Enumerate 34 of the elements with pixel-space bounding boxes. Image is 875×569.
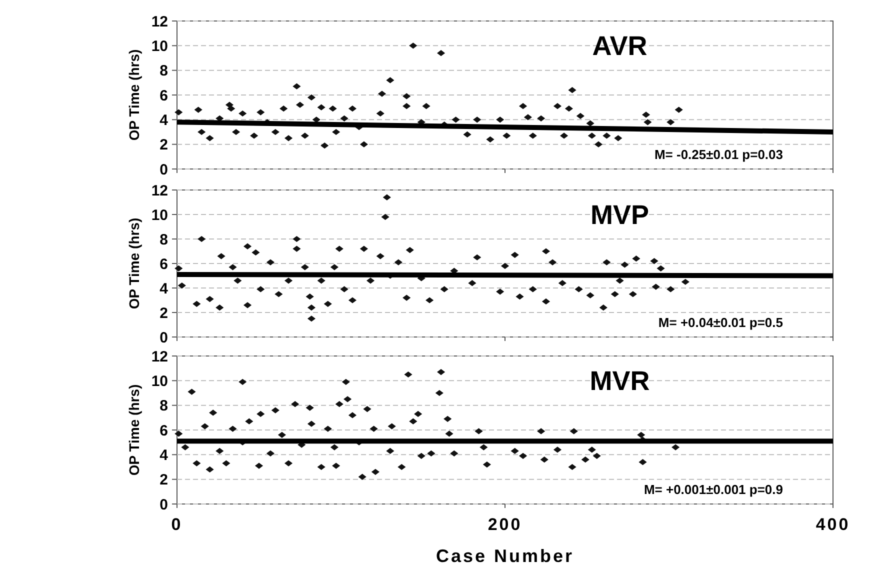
y-axis-title: OP Time (hrs) [126,49,142,141]
chart-title: MVP [590,200,650,230]
y-tick-label: 10 [151,38,168,55]
y-tick-label: 4 [160,446,169,464]
y-tick-label: 2 [160,472,168,489]
y-tick-label: 0 [160,496,168,514]
chart-title: AVR [592,31,648,61]
y-tick-label: 0 [160,329,168,346]
y-tick-label: 8 [160,398,168,415]
y-tick-label: 12 [151,348,168,366]
y-tick-label: 4 [160,112,169,129]
y-tick-label: 8 [160,231,168,248]
x-tick-label: 0 [171,515,183,534]
y-tick-label: 0 [160,161,168,178]
y-tick-label: 4 [160,280,169,298]
x-tick-label: 200 [488,515,522,534]
annotation: M= +0.04±0.01 p=0.5 [658,315,783,330]
y-tick-label: 6 [160,87,168,104]
chart-title: MVR [590,366,650,396]
x-tick-label: 400 [816,515,850,534]
y-tick-label: 12 [151,13,168,30]
y-tick-label: 6 [160,422,168,440]
y-tick-label: 2 [160,136,168,154]
y-tick-label: 2 [160,304,168,322]
y-tick-label: 6 [160,256,168,273]
y-tick-label: 12 [151,182,168,200]
annotation: M= +0.001±0.001 p=0.9 [644,482,783,497]
y-tick-label: 8 [160,62,168,80]
y-tick-label: 10 [151,206,168,224]
y-tick-label: 10 [151,372,168,390]
x-axis-title: Case Number [436,546,574,566]
annotation: M= -0.25±0.01 p=0.03 [654,147,783,162]
y-axis-title: OP Time (hrs) [126,384,142,476]
y-axis-title: OP Time (hrs) [126,218,142,310]
